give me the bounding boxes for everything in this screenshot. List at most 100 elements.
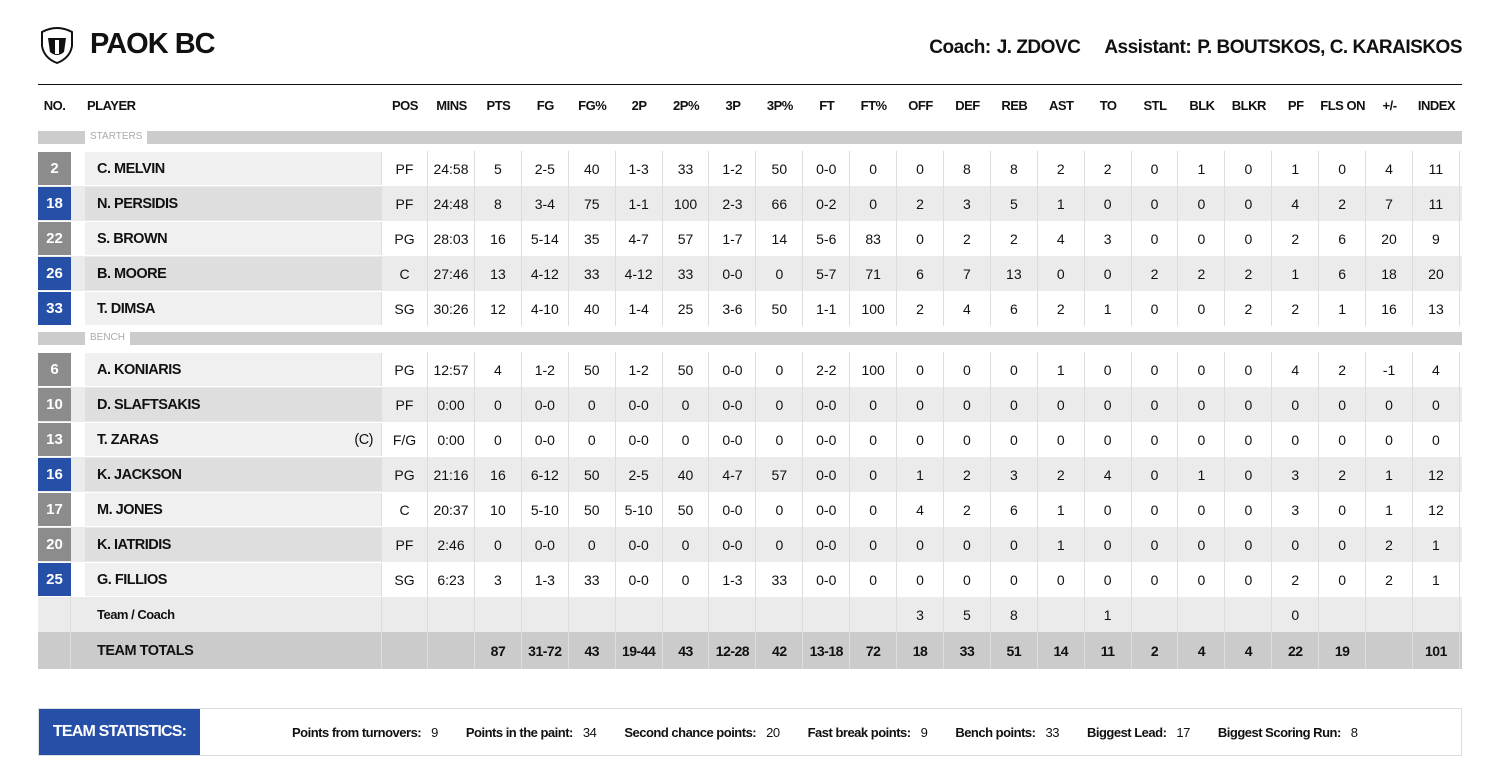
player-row[interactable]: 13 T. ZARAS (C) F/G 0:00 0 0-0 0 0-0 0 0-0 0 0-0 0 0 0 0… xyxy=(38,422,1462,457)
stat-blk: 0 xyxy=(1179,186,1226,221)
stat-stl: 2 xyxy=(1132,256,1179,291)
team-statistics-label: TEAM STATISTICS: xyxy=(39,709,200,755)
jersey-number: 20 xyxy=(38,528,71,561)
stat-fg: 0-0 xyxy=(522,527,569,562)
player-row[interactable]: 33 T. DIMSA SG 30:26 12 4-10 40 1-4 25 3-6 50 1-1 10… xyxy=(38,291,1462,326)
player-row[interactable]: 17 M. JONES C 20:37 10 5-10 50 5-10 50 0-0 0 0-0 0 4 2… xyxy=(38,492,1462,527)
stat-3p: 0-0 xyxy=(710,422,757,457)
player-row[interactable]: 16 K. JACKSON PG 21:16 16 6-12 50 2-5 40 4-7 57 0-0… xyxy=(38,457,1462,492)
team-coach-stat xyxy=(1179,597,1226,632)
player-row[interactable]: 25 G. FILLIOS SG 6:23 3 1-3 33 0-0 0 1-3 33 0-0 0 0 0 0… xyxy=(38,562,1462,597)
player-name[interactable]: K. JACKSON xyxy=(85,458,382,491)
stat-stl: 0 xyxy=(1132,221,1179,256)
stat-stl: 0 xyxy=(1132,422,1179,457)
player-row[interactable]: 18 N. PERSIDIS PF 24:48 8 3-4 75 1-1 100 2-3 66 0-2… xyxy=(38,186,1462,221)
total-stat: 12-28 xyxy=(710,632,757,669)
stat--: 1 xyxy=(1366,492,1413,527)
total-stat: 43 xyxy=(663,632,710,669)
stat-fls-on: 0 xyxy=(1319,422,1367,457)
team-coach-stat xyxy=(850,597,898,632)
column-header: FT xyxy=(819,97,835,113)
stat-fls-on: 0 xyxy=(1319,527,1367,562)
team-stat-item: Points in the paint: 34 xyxy=(466,724,597,740)
player-row[interactable]: 26 B. MOORE C 27:46 13 4-12 33 4-12 33 0-0 0 5-7 71 6… xyxy=(38,256,1462,291)
team-header: PAOK BC Coach: J. ZDOVC Assistant: P. BOUTS… xyxy=(40,24,1462,68)
stat-pf: 2 xyxy=(1272,562,1320,597)
team-coach-stat xyxy=(756,597,804,632)
stat-3p-: 0 xyxy=(756,492,804,527)
section-label: STARTERS xyxy=(85,129,148,145)
stat-2p: 0-0 xyxy=(616,562,663,597)
stat--: 2 xyxy=(1366,562,1413,597)
team-stat-label: Points from turnovers: xyxy=(292,724,422,740)
stat-to: 4 xyxy=(1085,457,1132,492)
stat-pf: 3 xyxy=(1272,492,1320,527)
team-name: PAOK BC xyxy=(90,28,216,60)
stat-ast: 0 xyxy=(1038,387,1085,422)
position: F/G xyxy=(382,422,428,457)
stat-blkr: 0 xyxy=(1225,186,1273,221)
stat-2p: 1-3 xyxy=(616,151,663,186)
stat-ft-: 0 xyxy=(850,457,898,492)
stat-to: 1 xyxy=(1085,291,1132,326)
player-name[interactable]: D. SLAFTSAKIS xyxy=(85,388,382,421)
player-name[interactable]: C. MELVIN xyxy=(85,152,382,185)
team-stat-item: Biggest Scoring Run: 8 xyxy=(1218,725,1358,740)
player-row[interactable]: 22 S. BROWN PG 28:03 16 5-14 35 4-7 57 1-7 14 5-6 83… xyxy=(38,221,1462,256)
team-coach-stat: 5 xyxy=(944,597,991,632)
stat-blkr: 0 xyxy=(1225,527,1273,562)
player-row[interactable]: 6 A. KONIARIS PG 12:57 4 1-2 50 1-2 50 0-0 0 2-2 100… xyxy=(38,352,1462,387)
player-row[interactable]: 2 C. MELVIN PF 24:58 5 2-5 40 1-3 33 1-2 50 0-0 0 0 8 8… xyxy=(38,151,1462,186)
stat-ast: 2 xyxy=(1038,457,1085,492)
jersey-number: 16 xyxy=(38,458,71,491)
stat-blkr: 0 xyxy=(1225,221,1273,256)
stat-2p-: 0 xyxy=(663,562,710,597)
stat-index: 9 xyxy=(1413,221,1460,256)
stat-ast: 1 xyxy=(1038,492,1085,527)
player-row[interactable]: 20 K. IATRIDIS PF 2:46 0 0-0 0 0-0 0 0-0 0 0-0 0 0 0 0 1… xyxy=(38,527,1462,562)
total-stat: 43 xyxy=(569,632,616,669)
player-name[interactable]: G. FILLIOS xyxy=(85,563,382,596)
stat-reb: 2 xyxy=(991,221,1038,256)
stat-to: 0 xyxy=(1085,492,1132,527)
team-stat-value: 34 xyxy=(582,724,597,740)
stat-3p-: 0 xyxy=(756,527,804,562)
stat-pts: 16 xyxy=(475,221,522,256)
position: SG xyxy=(382,562,428,597)
stat-reb: 0 xyxy=(991,527,1038,562)
player-name[interactable]: N. PERSIDIS xyxy=(85,187,382,220)
player-name[interactable]: S. BROWN xyxy=(85,222,382,255)
stat-ft-: 0 xyxy=(850,387,898,422)
total-stat: 51 xyxy=(991,632,1038,669)
player-name[interactable]: A. KONIARIS xyxy=(85,353,382,386)
stat-index: 11 xyxy=(1413,186,1460,221)
team-coach-stat xyxy=(1225,597,1273,632)
team-coach-stat xyxy=(522,597,569,632)
player-name[interactable]: B. MOORE xyxy=(85,257,382,290)
stat-pts: 5 xyxy=(475,151,522,186)
player-name[interactable]: T. DIMSA xyxy=(85,292,382,325)
jersey-number: 33 xyxy=(38,292,71,325)
player-row[interactable]: 10 D. SLAFTSAKIS PF 0:00 0 0-0 0 0-0 0 0-0 0 0-0 0 0 0… xyxy=(38,387,1462,422)
jersey-number: 25 xyxy=(38,563,71,596)
player-name[interactable]: T. ZARAS (C) xyxy=(85,423,382,456)
stat-ft-: 0 xyxy=(850,422,898,457)
stat-fg-: 50 xyxy=(569,352,616,387)
section-starters: STARTERS xyxy=(38,129,1462,145)
stat-def: 0 xyxy=(944,422,991,457)
player-name[interactable]: K. IATRIDIS xyxy=(85,528,382,561)
stat-3p-: 0 xyxy=(756,387,804,422)
player-name[interactable]: M. JONES xyxy=(85,493,382,526)
column-header: POS xyxy=(392,97,418,113)
stat-to: 0 xyxy=(1085,562,1132,597)
total-stat: 4 xyxy=(1225,632,1273,669)
column-header: DEF xyxy=(955,97,980,113)
team-coach-stat: 1 xyxy=(1085,597,1132,632)
team-stat-item: Bench points: 33 xyxy=(955,725,1059,740)
stat-pf: 1 xyxy=(1272,256,1320,291)
team-stat-value: 33 xyxy=(1045,724,1059,740)
stat-def: 2 xyxy=(944,492,991,527)
empty xyxy=(428,597,475,632)
stat-def: 3 xyxy=(944,186,991,221)
stat-def: 2 xyxy=(944,221,991,256)
